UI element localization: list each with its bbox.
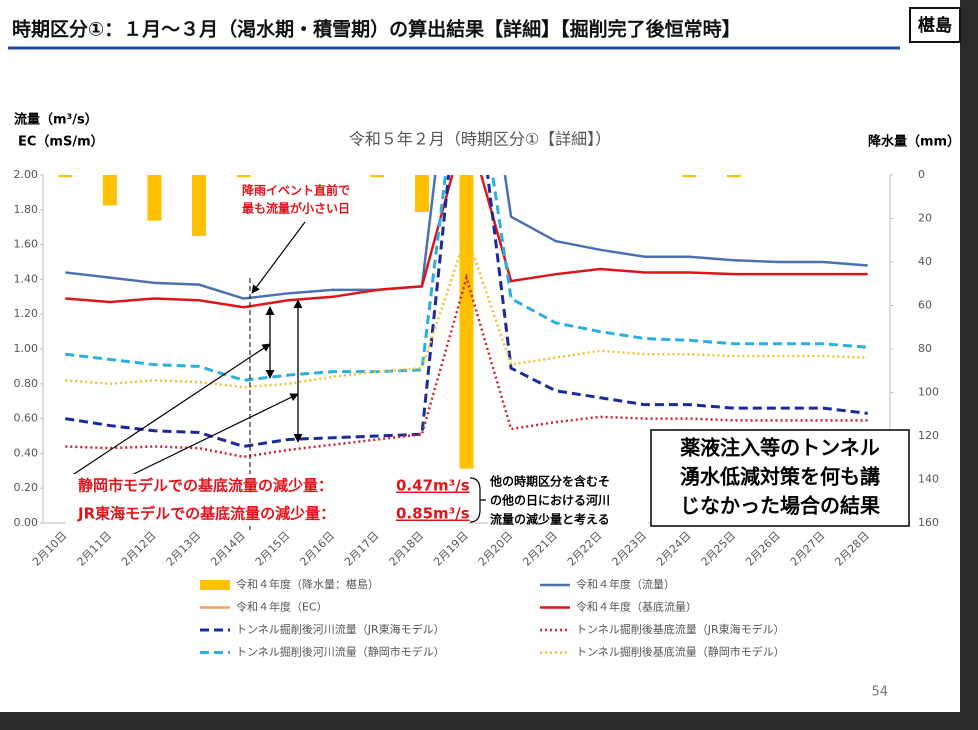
y-tick-label: 0.60 — [14, 412, 39, 425]
y-tick-label: 1.20 — [14, 307, 39, 320]
brace — [469, 477, 486, 523]
y2-axis-label: 降水量（mm） — [868, 134, 960, 150]
annotation: 他の時期区分を含むそ — [489, 474, 610, 489]
badge-box — [909, 7, 961, 43]
result-box — [650, 429, 910, 527]
annotation-value: 0.85m³/s — [396, 505, 470, 523]
legend-label: 令和４年度（基底流量） — [576, 600, 697, 614]
bar — [236, 175, 251, 178]
line — [65, 273, 868, 459]
slide-title: 時期区分①：１月～３月（渇水期・積雪期）の算出結果【詳細】【掘削完了後恒常時】 — [12, 18, 741, 41]
y2-tick-label: 40 — [918, 255, 932, 268]
annotation-bg — [488, 470, 648, 530]
line — [65, 175, 868, 382]
y-tick-label: 1.60 — [14, 238, 39, 251]
y-tick-label: 2.00 — [14, 168, 39, 181]
frame-edge — [0, 712, 978, 730]
annotation: 降雨イベント直前で — [242, 183, 350, 198]
bar — [414, 175, 429, 212]
y-tick-label: 1.00 — [14, 342, 39, 355]
arrow — [67, 343, 271, 479]
badge: 椹島 — [918, 15, 952, 36]
y-tick-label: 0.40 — [14, 446, 39, 459]
annotation: 最も流量が小さい日 — [242, 201, 350, 216]
y2-tick-label: 100 — [918, 386, 939, 399]
plot-clip — [58, 175, 868, 469]
y2-tick-label: 120 — [918, 429, 939, 442]
y-tick-label: 1.80 — [14, 203, 39, 216]
legend-swatch — [200, 580, 230, 590]
y2-tick-label: 20 — [918, 212, 932, 225]
annotation: 静岡市モデルでの基底流量の減少量： — [78, 477, 333, 495]
legend-label: トンネル掘削後基底流量（JR東海モデル） — [576, 622, 785, 636]
legend-label: トンネル掘削後河川流量（JR東海モデル） — [236, 622, 445, 636]
y-axis-label: 流量（m³/s） — [14, 112, 98, 128]
bar — [58, 175, 73, 178]
annotation: JR東海モデルでの基底流量の減少量： — [77, 505, 335, 523]
legend-label: トンネル掘削後河川流量（静岡市モデル） — [236, 645, 445, 659]
y-tick-label: 0.80 — [14, 377, 39, 390]
bar — [459, 175, 474, 469]
bar — [370, 175, 385, 178]
annotation: 流量の減少量と考える — [490, 512, 610, 527]
y-tick-label: 0.00 — [14, 516, 39, 529]
annotation-value: 0.47m³/s — [396, 477, 470, 495]
frame-edge — [960, 0, 978, 730]
page-number: 54 — [871, 685, 888, 700]
legend-label: トンネル掘削後基底流量（静岡市モデル） — [576, 645, 785, 659]
line — [65, 175, 868, 448]
y2-tick-label: 160 — [918, 516, 939, 529]
bar — [192, 175, 207, 236]
bar — [726, 175, 741, 178]
result-text: 薬液注入等のトンネル — [680, 436, 880, 460]
y-tick-label: 1.40 — [14, 272, 39, 285]
result-text: じなかった場合の結果 — [680, 494, 880, 518]
line — [65, 175, 868, 300]
bar — [102, 175, 117, 206]
y-axis-label: EC（mS/m） — [18, 134, 104, 150]
y2-tick-label: 0 — [918, 168, 925, 181]
annotation: の他の日における河川 — [490, 493, 610, 508]
y2-tick-label: 60 — [918, 299, 932, 312]
y2-tick-label: 80 — [918, 342, 932, 355]
y-tick-label: 0.20 — [14, 481, 39, 494]
line — [65, 230, 868, 389]
bar — [682, 175, 697, 178]
result-text: 湧水低減対策を何も講 — [680, 465, 880, 489]
legend-label: 令和４年度（流量） — [576, 577, 675, 591]
legend-label: 令和４年度（EC） — [236, 600, 328, 614]
bar — [147, 175, 162, 221]
plot: 0.00 0.20 0.40 0.60 0.80 1.00 1.20 1.40 1.60 1.80… — [14, 168, 940, 659]
line — [65, 175, 868, 309]
legend-label: 令和４年度（降水量：椹島） — [236, 577, 379, 591]
y2-tick-label: 140 — [918, 473, 939, 486]
chart-title: 令和５年２月（時期区分①【詳細】） — [349, 130, 611, 149]
arrow — [251, 221, 306, 294]
annotation-bg — [66, 474, 468, 526]
